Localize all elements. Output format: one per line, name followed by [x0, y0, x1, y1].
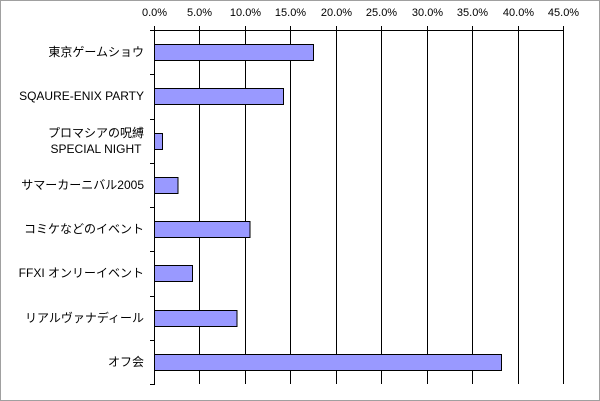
x-tick-label: 30.0% — [411, 7, 444, 19]
category-label: プロマシアの呪縛 SPECIAL NIGHT — [47, 125, 144, 156]
category-label: リアルヴァナディール — [24, 310, 144, 325]
category-label: コミケなどのイベント — [23, 222, 144, 237]
category-label: サマーカーニバル2005 — [21, 177, 144, 192]
x-tick-label: 40.0% — [502, 7, 535, 19]
x-tick-label: 25.0% — [365, 7, 398, 19]
bar — [154, 177, 179, 194]
bar — [154, 221, 251, 238]
bar — [154, 310, 238, 327]
x-tick-label: 45.0% — [547, 7, 580, 19]
bar — [154, 265, 194, 282]
x-tick-label: 15.0% — [274, 7, 307, 19]
x-tick-label: 20.0% — [320, 7, 353, 19]
bar — [154, 88, 285, 105]
bar — [154, 133, 164, 150]
x-tick-label: 35.0% — [456, 7, 489, 19]
x-tick-label: 0.0% — [141, 7, 168, 19]
bar — [154, 354, 503, 371]
category-label: SQAURE-ENIX PARTY — [19, 89, 144, 104]
category-label: FFXI オンリーイベント — [18, 266, 144, 281]
x-tick-label: 10.0% — [229, 7, 262, 19]
x-tick-label: 5.0% — [186, 7, 213, 19]
bar — [154, 44, 315, 61]
category-label: 東京ゲームショウ — [48, 45, 144, 60]
category-label: オフ会 — [107, 354, 144, 369]
